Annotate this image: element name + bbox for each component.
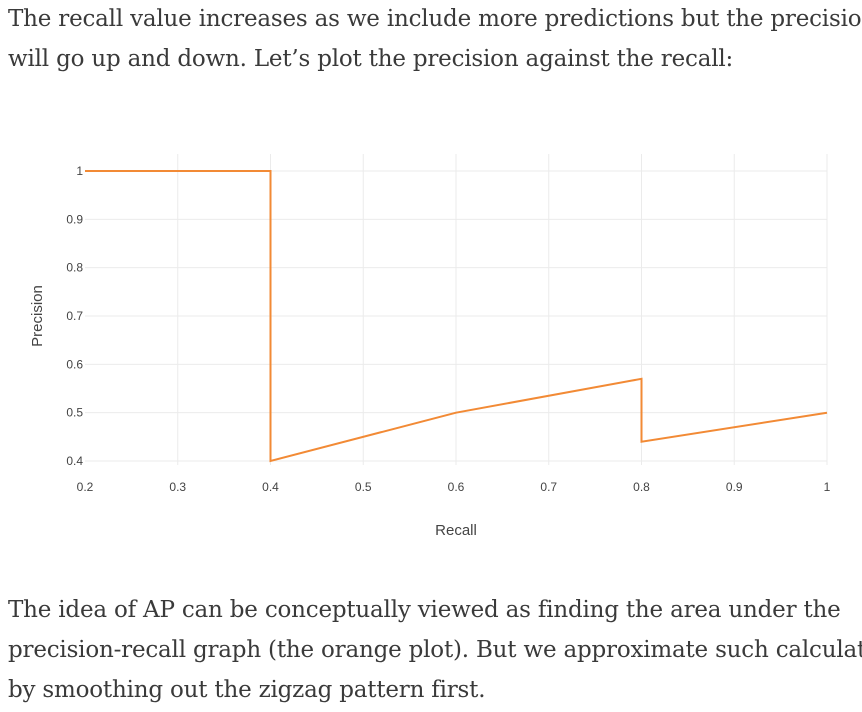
y-tick-label: 0.4: [66, 454, 83, 468]
x-axis-title: Recall: [435, 522, 477, 539]
x-tick-label: 0.8: [633, 480, 650, 494]
intro-paragraph: The recall value increases as we include…: [8, 0, 862, 79]
grid-lines: [85, 154, 828, 465]
y-tick-label: 0.8: [66, 261, 83, 275]
y-tick-label: 0.6: [66, 357, 83, 371]
x-tick-label: 0.4: [262, 480, 279, 494]
x-tick-label: 0.7: [540, 480, 557, 494]
x-tick-label: 1: [824, 480, 831, 494]
precision-recall-line: [85, 170, 828, 463]
outro-line-3: by smoothing out the zigzag pattern firs…: [8, 677, 486, 703]
x-tick-label: 0.5: [355, 480, 372, 494]
chart-svg: 0.2 0.3 0.4 0.5 0.6 0.7 0.8 0.9 1 0.4 0.5 0.6 0.7 0.8…: [29, 154, 831, 539]
outro-line-1: The idea of AP can be conceptually viewe…: [8, 597, 841, 623]
y-tick-label: 0.7: [66, 309, 83, 323]
y-tick-label: 0.9: [66, 212, 83, 226]
precision-recall-chart: 0.2 0.3 0.4 0.5 0.6 0.7 0.8 0.9 1 0.4 0.5 0.6 0.7 0.8…: [0, 140, 862, 560]
x-tick-label: 0.6: [448, 480, 465, 494]
x-tick-label: 0.2: [77, 480, 94, 494]
y-axis-title: Precision: [29, 285, 46, 347]
y-tick-label: 1: [76, 164, 83, 178]
x-tick-label: 0.9: [726, 480, 743, 494]
intro-line-1: The recall value increases as we include…: [8, 6, 862, 32]
series-layer: [85, 170, 828, 463]
x-tick-label: 0.3: [169, 480, 186, 494]
outro-line-2: precision-recall graph (the orange plot)…: [8, 637, 862, 663]
outro-paragraph: The idea of AP can be conceptually viewe…: [8, 590, 862, 710]
tick-labels: 0.2 0.3 0.4 0.5 0.6 0.7 0.8 0.9 1 0.4 0.5 0.6 0.7 0.8…: [66, 164, 830, 494]
intro-line-2: will go up and down. Let’s plot the prec…: [8, 46, 734, 72]
y-tick-label: 0.5: [66, 406, 83, 420]
